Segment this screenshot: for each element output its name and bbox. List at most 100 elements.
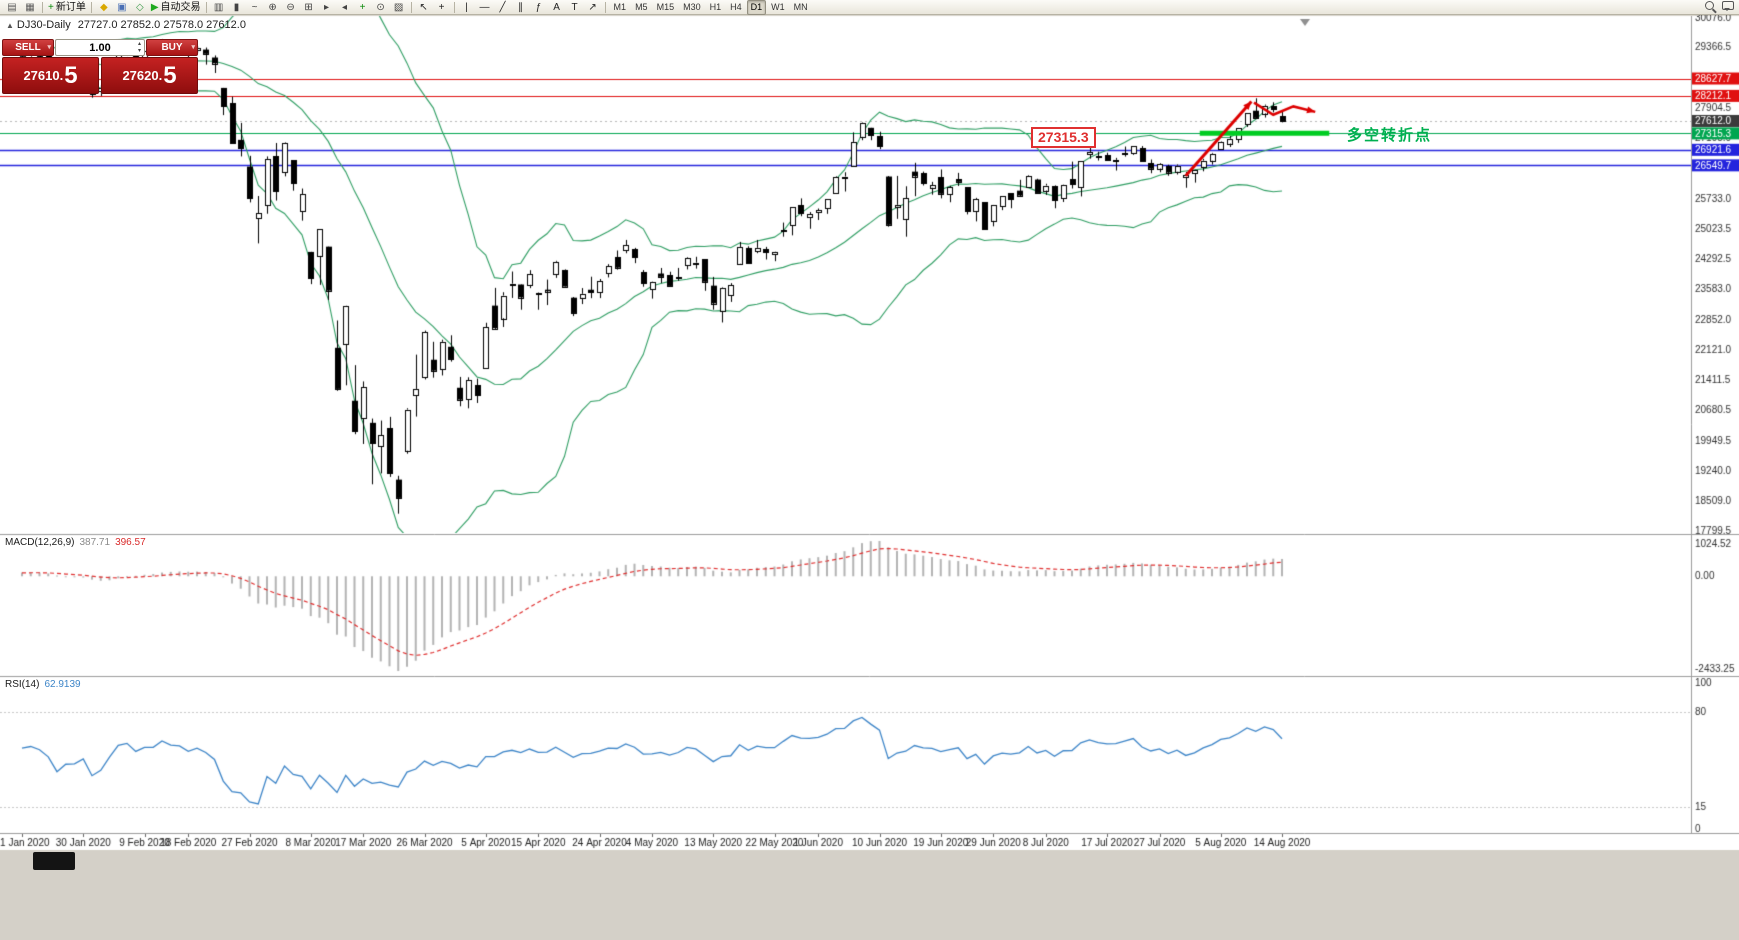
sell-price-main: 27610. — [23, 68, 64, 83]
buy-price-button[interactable]: 27620. 5 — [101, 57, 198, 94]
mql-editor-icon[interactable]: ◆ — [95, 1, 113, 14]
toolbar-separator — [410, 1, 412, 13]
equidistant-channel-icon: ∥ — [518, 1, 524, 13]
sell-price-pip: 5 — [64, 61, 78, 89]
auto-trading-icon: ▶ — [150, 1, 159, 13]
zoom-out-icon: ⊖ — [286, 1, 295, 13]
chart-profiles-icon[interactable]: ▦ — [21, 1, 39, 14]
arrows-tool-icon[interactable]: ↗ — [584, 1, 602, 14]
rsi-value: 62.9139 — [44, 679, 81, 690]
chart-shift-icon[interactable]: ◂ — [336, 1, 354, 14]
templates-icon: ▨ — [393, 1, 404, 13]
timeframe-H4[interactable]: H4 — [730, 1, 742, 12]
macd-name: MACD(12,26,9) — [5, 537, 75, 548]
indicators-add-icon: + — [359, 1, 366, 13]
sell-button-label: SELL — [15, 42, 41, 53]
toolbar-separator — [604, 1, 606, 13]
cursor-icon: ↖ — [419, 1, 428, 13]
strategy-tester-icon: ◇ — [135, 1, 144, 13]
line-chart-mode-icon[interactable]: ~ — [246, 1, 264, 14]
toolbar-right — [1705, 1, 1734, 11]
timeframe-M1[interactable]: M1 — [613, 1, 627, 12]
new-order-button[interactable]: + 新订单 — [46, 1, 88, 14]
chart-profiles-icon: ▦ — [25, 1, 35, 13]
candlestick-mode-icon[interactable]: ▮ — [228, 1, 246, 14]
timeframe-H1[interactable]: H1 — [709, 1, 722, 12]
sell-price-button[interactable]: 27610. 5 — [2, 57, 99, 94]
buy-dropdown-icon[interactable]: ▾ — [191, 44, 195, 51]
strategy-tester-icon[interactable]: ◇ — [131, 1, 149, 14]
timeframe-MN[interactable]: MN — [793, 1, 808, 12]
price-callout[interactable]: 27315.3 — [1031, 127, 1096, 148]
terminal-window-icon: ▣ — [117, 1, 127, 13]
fibonacci-icon: ƒ — [535, 1, 542, 13]
rsi-name: RSI(14) — [5, 679, 40, 690]
volume-input[interactable] — [56, 40, 144, 55]
equidistant-channel-icon[interactable]: ∥ — [512, 1, 530, 14]
periods-icon: ⊙ — [376, 1, 385, 13]
buy-price-main: 27620. — [122, 68, 163, 83]
periods-icon[interactable]: ⊙ — [372, 1, 390, 14]
auto-scroll-icon[interactable]: ▸ — [318, 1, 336, 14]
macd-indicator-label: MACD(12,26,9) 387.71 396.57 — [5, 537, 146, 548]
chart-symbol-title: DJ30-Daily — [16, 19, 71, 31]
timeframe-M5[interactable]: M5 — [635, 1, 648, 12]
templates-icon[interactable]: ▨ — [390, 1, 408, 14]
volume-down-button[interactable]: ▾ — [137, 47, 141, 54]
fibonacci-icon[interactable]: ƒ — [530, 1, 548, 14]
text-icon[interactable]: A — [548, 1, 566, 14]
sell-dropdown-icon[interactable]: ▾ — [47, 44, 51, 51]
mql-editor-icon: ◆ — [99, 1, 108, 13]
new-order-label: 新订单 — [55, 1, 86, 13]
turning-point-label[interactable]: 多空转折点 — [1347, 127, 1433, 144]
grid-icon[interactable]: ⊞ — [300, 1, 318, 14]
auto-trading-button[interactable]: ▶ 自动交易 — [149, 1, 203, 14]
zoom-in-icon: ⊕ — [268, 1, 277, 13]
rsi-indicator-label: RSI(14) 62.9139 — [5, 679, 81, 690]
bottom-left-widget[interactable] — [33, 852, 75, 870]
trendline-icon[interactable]: ╱ — [494, 1, 512, 14]
auto-scroll-icon: ▸ — [324, 1, 330, 13]
indicators-add-icon[interactable]: + — [354, 1, 372, 14]
chart-ohlc-values: 27727.0 27852.0 27578.0 27612.0 — [77, 19, 246, 31]
timeframe-M30[interactable]: M30 — [683, 1, 701, 12]
search-icon[interactable] — [1705, 1, 1714, 10]
vertical-line-icon[interactable]: | — [458, 1, 476, 14]
crosshair-icon: + — [438, 1, 445, 13]
new-chart-icon: ▤ — [7, 1, 17, 13]
zoom-in-icon[interactable]: ⊕ — [264, 1, 282, 14]
chart-symbol-icon: ▲ — [6, 21, 14, 30]
sell-button[interactable]: SELL ▾ — [2, 39, 54, 56]
horizontal-line-icon: — — [479, 1, 490, 13]
volume-field: ▴ ▾ — [55, 39, 145, 56]
toolbar-separator — [90, 1, 92, 13]
auto-trading-label: 自动交易 — [160, 1, 201, 13]
buy-button-label: BUY — [161, 42, 183, 53]
toolbar-separator — [453, 1, 455, 13]
macd-value-main: 387.71 — [79, 537, 111, 548]
text-label-icon: T — [571, 1, 578, 13]
text-label-icon[interactable]: T — [566, 1, 584, 14]
timeframe-M15[interactable]: M15 — [656, 1, 675, 12]
vertical-line-icon: | — [465, 1, 468, 13]
arrows-tool-icon: ↗ — [588, 1, 597, 13]
timeframe-D1[interactable]: D1 — [746, 0, 767, 15]
zoom-out-icon[interactable]: ⊖ — [282, 1, 300, 14]
bar-chart-mode-icon[interactable]: ▥ — [210, 1, 228, 14]
timeframe-W1[interactable]: W1 — [771, 1, 785, 12]
bar-chart-mode-icon: ▥ — [213, 1, 224, 13]
trendline-icon: ╱ — [499, 1, 506, 13]
toolbar-separator — [205, 1, 207, 13]
horizontal-line-icon[interactable]: — — [476, 1, 494, 14]
cursor-icon[interactable]: ↖ — [415, 1, 433, 14]
line-chart-mode-icon: ~ — [251, 1, 258, 13]
new-chart-icon[interactable]: ▤ — [3, 1, 21, 14]
toolbar: ▤ ▦ + 新订单 ◆ ▣ ◇ ▶ 自动交易 ▥ ▮ ~ ⊕ ⊖ ⊞ ▸ ◂ + ⊙ ▨ ↖ + | — ╱ ∥ ƒ A T ↗ M1 M5 M… — [0, 0, 1739, 15]
volume-up-button[interactable]: ▴ — [137, 40, 141, 47]
terminal-window-icon[interactable]: ▣ — [113, 1, 131, 14]
macd-value-signal: 396.57 — [115, 537, 146, 548]
chat-icon[interactable] — [1722, 1, 1734, 11]
crosshair-icon[interactable]: + — [433, 1, 451, 14]
buy-button[interactable]: BUY ▾ — [146, 39, 198, 56]
